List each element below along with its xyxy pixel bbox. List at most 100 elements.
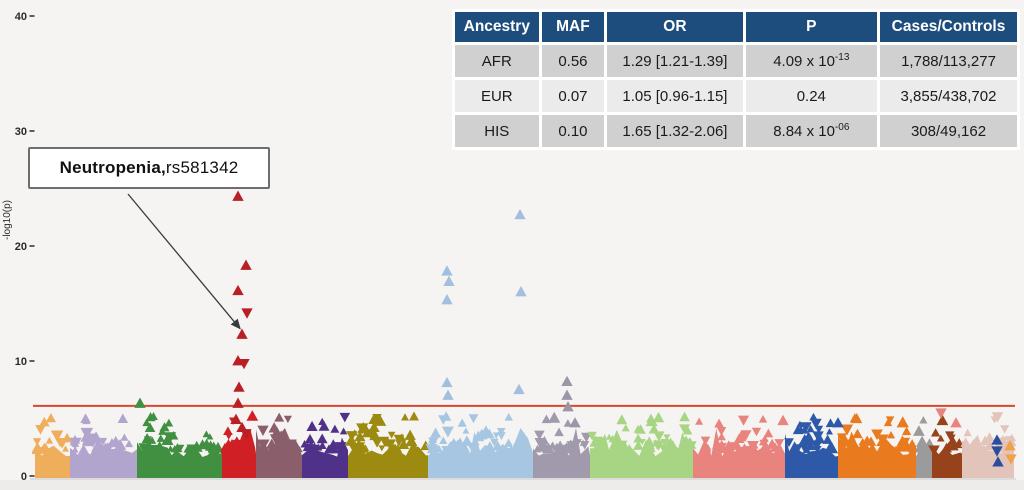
band-marker <box>758 438 767 446</box>
outlier-point <box>441 376 453 388</box>
table-cell-p: 4.09 x 10-13 <box>745 45 878 77</box>
band-marker <box>363 425 371 432</box>
band-marker <box>541 414 552 424</box>
band-marker <box>164 418 174 427</box>
band-marker <box>1000 425 1010 434</box>
band-marker <box>397 438 410 450</box>
band-marker <box>591 445 600 453</box>
band-marker <box>928 445 940 456</box>
band-marker <box>274 412 285 422</box>
band-marker <box>894 446 902 453</box>
band-marker <box>176 444 185 453</box>
band-marker <box>751 427 762 437</box>
band-marker <box>564 444 574 452</box>
band-marker <box>45 436 54 444</box>
band-marker <box>124 439 134 448</box>
band-marker <box>680 445 688 453</box>
band-marker <box>914 440 928 452</box>
chromosome-band-10 <box>590 429 693 478</box>
outlier-point <box>935 408 947 419</box>
outlier-point <box>240 259 252 270</box>
outlier-point <box>991 434 1003 445</box>
band-marker <box>788 441 801 453</box>
band-marker <box>255 444 264 452</box>
band-marker <box>774 444 785 454</box>
table-cell-maf: 0.56 <box>541 45 605 77</box>
outlier-point <box>561 375 573 387</box>
x-axis-strip <box>0 480 1024 490</box>
band-marker <box>504 413 513 421</box>
band-marker <box>270 426 283 438</box>
band-marker <box>799 443 810 453</box>
band-marker <box>89 440 97 448</box>
band-marker <box>307 444 320 457</box>
table-row-his: HIS 0.10 1.65 [1.32-2.06] 8.84 x 10-06 308/4… <box>455 115 1017 147</box>
band-marker <box>409 411 419 421</box>
outlier-point <box>561 389 573 400</box>
band-marker <box>857 440 869 452</box>
y-tick-label: 20 <box>15 241 27 253</box>
chromosome-band-5 <box>256 428 302 478</box>
annotation-phenotype: Neutropenia, <box>59 158 166 177</box>
chromosome-band-1 <box>35 445 70 478</box>
outlier-point <box>810 418 822 430</box>
band-marker <box>963 428 972 437</box>
band-marker <box>633 425 643 433</box>
band-marker <box>379 436 390 446</box>
table-cell-maf: 0.07 <box>541 80 605 112</box>
band-marker <box>663 434 671 441</box>
chromosome-band-3 <box>137 442 222 478</box>
band-marker <box>387 439 397 448</box>
band-marker <box>225 433 233 440</box>
table-cell-maf: 0.10 <box>541 115 605 147</box>
band-marker <box>391 444 399 452</box>
band-marker <box>143 440 155 450</box>
band-marker <box>71 440 80 447</box>
outlier-point <box>514 208 526 220</box>
band-marker <box>496 428 506 436</box>
band-marker <box>1007 433 1016 442</box>
band-marker <box>717 432 726 441</box>
band-marker <box>836 433 847 443</box>
band-marker <box>913 425 925 436</box>
band-marker <box>148 436 157 444</box>
band-marker <box>291 440 299 448</box>
band-marker <box>616 414 628 425</box>
y-tick-label: 40 <box>15 11 27 23</box>
band-marker <box>395 440 403 447</box>
band-marker <box>405 435 418 447</box>
band-marker <box>822 434 833 444</box>
band-marker <box>356 423 369 435</box>
band-marker <box>852 428 863 439</box>
outlier-point <box>1004 440 1016 451</box>
band-marker <box>736 429 747 440</box>
band-marker <box>596 435 608 447</box>
band-marker <box>334 442 347 453</box>
band-marker <box>605 433 613 440</box>
band-marker <box>304 433 316 444</box>
outlier-point <box>812 431 824 442</box>
table-header-row: Ancestry MAF OR P Cases/Controls <box>455 12 1017 42</box>
band-marker <box>984 432 995 442</box>
band-marker <box>901 426 912 436</box>
outlier-point <box>777 414 789 426</box>
outlier-point <box>515 286 527 297</box>
band-marker <box>361 428 372 438</box>
outlier-point <box>832 417 844 428</box>
band-marker <box>563 419 573 427</box>
band-marker <box>664 438 672 445</box>
chromosome-band-11 <box>693 428 785 478</box>
chromosome-band-12 <box>785 433 838 478</box>
band-marker <box>608 434 617 443</box>
band-marker <box>45 413 57 423</box>
band-marker <box>716 444 727 453</box>
band-marker <box>886 431 896 439</box>
band-marker <box>378 445 386 452</box>
band-marker <box>286 439 298 451</box>
band-marker <box>201 438 213 449</box>
band-marker <box>866 442 879 454</box>
band-marker <box>619 442 632 454</box>
annotation-callout: Neutropenia, rs581342 <box>28 147 270 189</box>
band-marker <box>759 441 773 453</box>
